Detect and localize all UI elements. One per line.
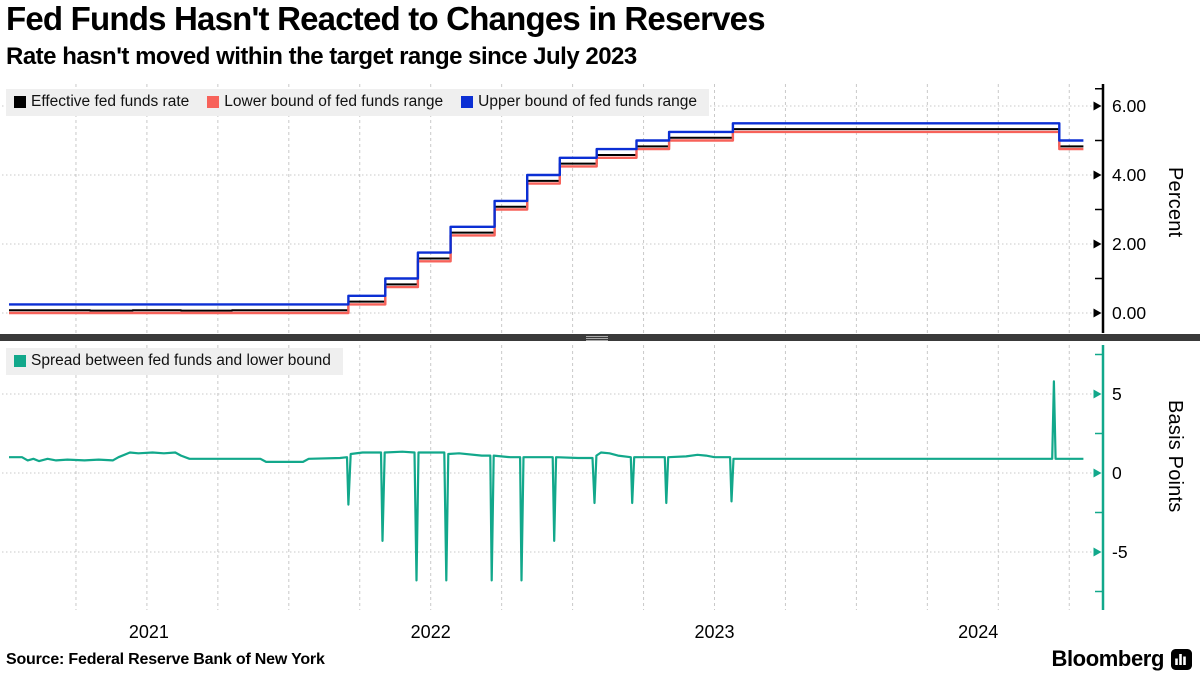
legend-item-lower-bound: Lower bound of fed funds range xyxy=(207,93,443,111)
series-lower-bound-of-fed-funds-range xyxy=(9,130,1084,315)
lower-bound-swatch-icon xyxy=(207,96,220,108)
upper-bound-swatch-icon xyxy=(461,96,474,108)
y-axis-major-tick xyxy=(1093,239,1102,249)
y-tick-label: 0 xyxy=(1112,463,1122,483)
page-title: Fed Funds Hasn't Reacted to Changes in R… xyxy=(6,0,766,37)
legend-bottom-panel: Spread between fed funds and lower bound xyxy=(6,348,343,375)
y-axis-major-tick xyxy=(1093,389,1102,399)
series-effective-fed-funds-rate xyxy=(9,128,1084,312)
series-spread-between-fed-funds-and-lower-bound xyxy=(9,380,1084,582)
legend-item-spread: Spread between fed funds and lower bound xyxy=(14,352,331,370)
legend-label: Lower bound of fed funds range xyxy=(224,93,444,110)
y-tick-label: -5 xyxy=(1112,542,1128,562)
y-tick-label: 0.00 xyxy=(1112,303,1146,323)
y-axis-title-basis-points: Basis Points xyxy=(1164,400,1186,513)
y-axis-major-tick xyxy=(1093,468,1102,478)
bloomberg-bars-icon xyxy=(1171,648,1192,670)
legend-item-effective-rate: Effective fed funds rate xyxy=(14,93,189,111)
x-year-label: 2022 xyxy=(411,622,451,642)
page-subtitle: Rate hasn't moved within the target rang… xyxy=(6,43,637,70)
y-axis-major-tick xyxy=(1093,101,1102,111)
y-axis-major-tick xyxy=(1093,547,1102,557)
panel-resize-grip[interactable] xyxy=(586,336,608,341)
x-year-label: 2021 xyxy=(129,622,169,642)
source-note: Source: Federal Reserve Bank of New York xyxy=(6,651,325,668)
x-year-label: 2023 xyxy=(694,622,734,642)
effective-rate-swatch-icon xyxy=(14,96,26,108)
legend-item-upper-bound: Upper bound of fed funds range xyxy=(461,93,697,111)
y-tick-label: 4.00 xyxy=(1112,165,1146,185)
y-axis-major-tick xyxy=(1093,170,1102,180)
y-tick-label: 6.00 xyxy=(1112,96,1146,116)
spread-swatch-icon xyxy=(14,355,26,367)
brand-name: Bloomberg xyxy=(1051,646,1164,671)
y-axis-major-tick xyxy=(1093,308,1102,318)
legend-top-panel: Effective fed funds rate Lower bound of … xyxy=(6,89,710,116)
legend-label: Spread between fed funds and lower bound xyxy=(31,352,331,369)
legend-label: Upper bound of fed funds range xyxy=(478,93,698,110)
y-axis-title-percent: Percent xyxy=(1164,167,1186,238)
y-tick-label: 5 xyxy=(1112,384,1122,404)
y-tick-label: 2.00 xyxy=(1112,234,1146,254)
series-upper-bound-of-fed-funds-range xyxy=(9,122,1084,306)
x-year-label: 2024 xyxy=(958,622,998,642)
brand-lockup: Bloomberg xyxy=(1051,646,1192,672)
legend-label: Effective fed funds rate xyxy=(31,93,190,110)
